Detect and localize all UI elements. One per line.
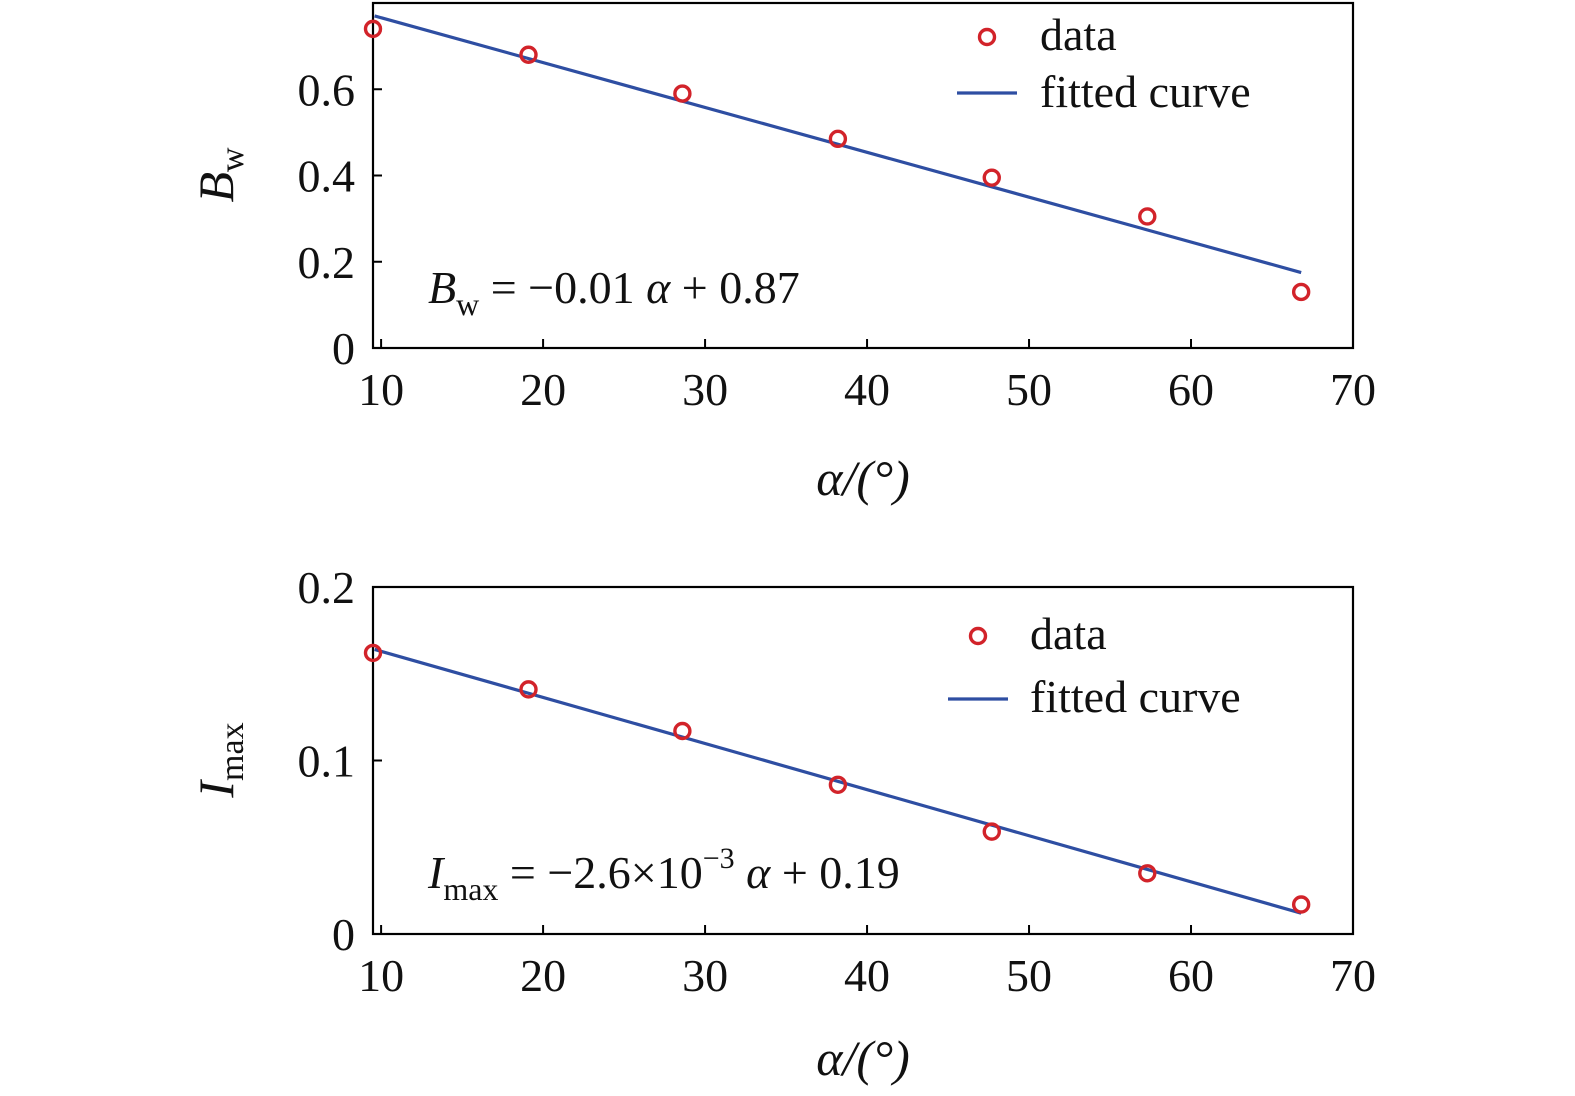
equation-top: Bw = −0.01 α + 0.87 <box>428 262 800 322</box>
y-ticks-top: 0 0.2 0.4 0.6 <box>298 64 382 374</box>
y-tick-label: 0.1 <box>298 736 356 787</box>
y-tick-label: 0.6 <box>298 64 356 115</box>
x-tick-label: 70 <box>1330 364 1376 415</box>
legend-label-data-top: data <box>1040 9 1117 60</box>
equation-bottom: Imax = −2.6×10−3 α + 0.19 <box>427 842 900 907</box>
data-point <box>1138 207 1157 226</box>
y-tick-label: 0 <box>332 323 355 374</box>
data-point <box>828 775 848 794</box>
x-tick-label: 70 <box>1330 950 1376 1001</box>
x-tick-label: 40 <box>844 950 890 1001</box>
data-point <box>1291 282 1311 302</box>
data-point <box>363 19 383 39</box>
x-ticks-bottom: 10 20 30 40 50 60 70 <box>358 925 1376 1001</box>
y-axis-label-bottom: Imax <box>188 722 251 798</box>
x-tick-label: 10 <box>358 950 404 1001</box>
data-point <box>1291 895 1311 914</box>
x-ticks-top: 10 20 30 40 50 60 70 <box>358 339 1376 415</box>
y-tick-label: 0.2 <box>298 562 356 613</box>
x-tick-label: 60 <box>1168 950 1214 1001</box>
fitted-curve-line <box>374 647 1302 915</box>
x-tick-label: 10 <box>358 364 404 415</box>
data-point <box>828 129 848 149</box>
data-point <box>1138 864 1157 883</box>
fitted-line-top <box>374 14 1302 275</box>
x-axis-label-bottom: α/(°) <box>816 1030 909 1086</box>
x-tick-label: 50 <box>1006 364 1052 415</box>
legend-top: data fitted curve <box>957 9 1251 117</box>
fitted-curve-line <box>374 14 1302 275</box>
x-tick-label: 20 <box>520 364 566 415</box>
chart-bottom: 10 20 30 40 50 60 70 0 0.1 0.2 data fitted curve… <box>188 562 1376 1086</box>
legend-label-data-bottom: data <box>1030 608 1107 659</box>
x-tick-label: 40 <box>844 364 890 415</box>
legend-bottom: data fitted curve <box>948 608 1241 722</box>
y-axis-label-top: Bw <box>188 147 251 203</box>
legend-label-fit-bottom: fitted curve <box>1030 671 1241 722</box>
y-tick-label: 0.2 <box>298 237 356 288</box>
legend-marker-data-top <box>977 27 997 47</box>
data-point <box>519 680 538 699</box>
data-points-top <box>363 19 1311 302</box>
data-points-bottom <box>363 643 1311 914</box>
legend-marker-data-bottom <box>968 626 988 646</box>
x-tick-label: 30 <box>682 364 728 415</box>
legend-label-fit-top: fitted curve <box>1040 66 1251 117</box>
x-tick-label: 20 <box>520 950 566 1001</box>
data-point <box>363 643 383 663</box>
data-point <box>519 45 538 64</box>
data-point <box>673 84 692 103</box>
y-ticks-bottom: 0 0.1 0.2 <box>298 562 382 960</box>
x-axis-label-top: α/(°) <box>816 450 909 506</box>
y-tick-label: 0 <box>332 909 355 960</box>
fitted-line-bottom <box>374 647 1302 915</box>
data-point <box>982 822 1001 841</box>
data-point <box>673 721 692 741</box>
chart-top: 10 20 30 40 50 60 70 0 0.2 0.4 0.6 data fitted cu… <box>188 1 1376 506</box>
x-tick-label: 60 <box>1168 364 1214 415</box>
x-tick-label: 50 <box>1006 950 1052 1001</box>
x-tick-label: 30 <box>682 950 728 1001</box>
data-point <box>982 168 1001 187</box>
y-tick-label: 0.4 <box>298 151 356 202</box>
